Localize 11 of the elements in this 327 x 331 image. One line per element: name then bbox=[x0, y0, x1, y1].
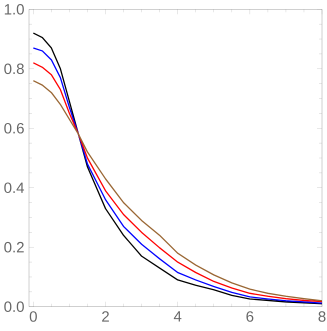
y-tick-label: 0.2 bbox=[4, 242, 24, 253]
y-tick-label: 0.0 bbox=[4, 301, 24, 312]
x-tick-label: 8 bbox=[318, 311, 326, 322]
x-tick-label: 2 bbox=[102, 311, 109, 322]
y-tick-label: 1.0 bbox=[4, 4, 24, 15]
x-tick-label: 0 bbox=[30, 311, 37, 322]
x-tick-label: 6 bbox=[246, 311, 254, 322]
x-tick-label: 4 bbox=[174, 311, 182, 322]
y-tick-label: 0.6 bbox=[4, 122, 24, 134]
y-tick-label: 0.8 bbox=[4, 63, 24, 74]
y-tick-label: 0.4 bbox=[4, 182, 24, 194]
